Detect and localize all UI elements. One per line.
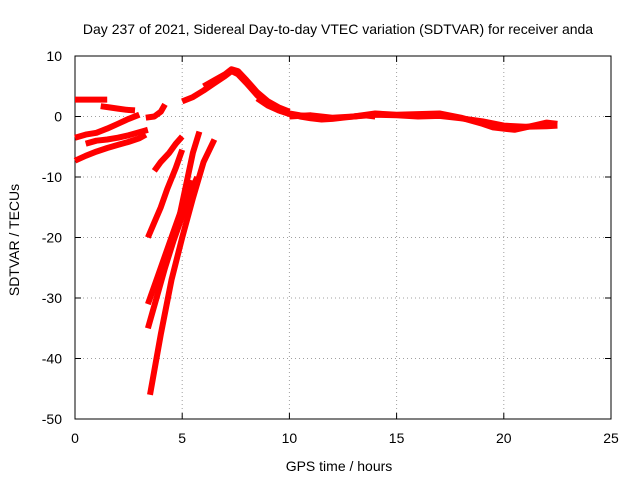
series-line-arc-2: [100, 103, 136, 114]
series-line-arc-4: [84, 126, 149, 147]
series-line-arc-10: [145, 175, 200, 330]
series-line-arc-7: [145, 148, 186, 239]
x-tick-label: 5: [178, 430, 186, 446]
x-axis-label: GPS time / hours: [286, 458, 393, 474]
axis-ticks: 0 5 10 15 20 25 -50 -40 -30 -20 -10 0 10: [42, 48, 619, 446]
series-line-arc-17: [353, 110, 558, 133]
y-tick-label: -40: [42, 351, 62, 367]
chart-title: Day 237 of 2021, Sidereal Day-to-day VTE…: [83, 21, 593, 37]
y-tick-label: -50: [42, 411, 62, 427]
y-tick-label: 0: [54, 109, 62, 125]
x-tick-label: 15: [389, 430, 405, 446]
x-tick-label: 20: [496, 430, 512, 446]
series-line-arc-6: [145, 102, 168, 121]
series-line-arc-5: [73, 131, 148, 164]
x-tick-label: 25: [603, 430, 619, 446]
series-line-arc-11: [147, 138, 218, 396]
y-axis-label: SDTVAR / TECUs: [6, 184, 22, 296]
series-line-arc-12: [177, 130, 203, 214]
x-tick-label: 0: [71, 430, 79, 446]
series-line-arc-3: [74, 111, 141, 141]
series-line-arc-8: [151, 134, 185, 173]
y-tick-label: -10: [42, 169, 62, 185]
series-line-arc-14: [202, 66, 291, 115]
series-group: [73, 66, 558, 396]
y-tick-label: -20: [42, 230, 62, 246]
y-tick-label: 10: [46, 48, 62, 64]
y-tick-label: -30: [42, 290, 62, 306]
x-tick-label: 10: [282, 430, 298, 446]
